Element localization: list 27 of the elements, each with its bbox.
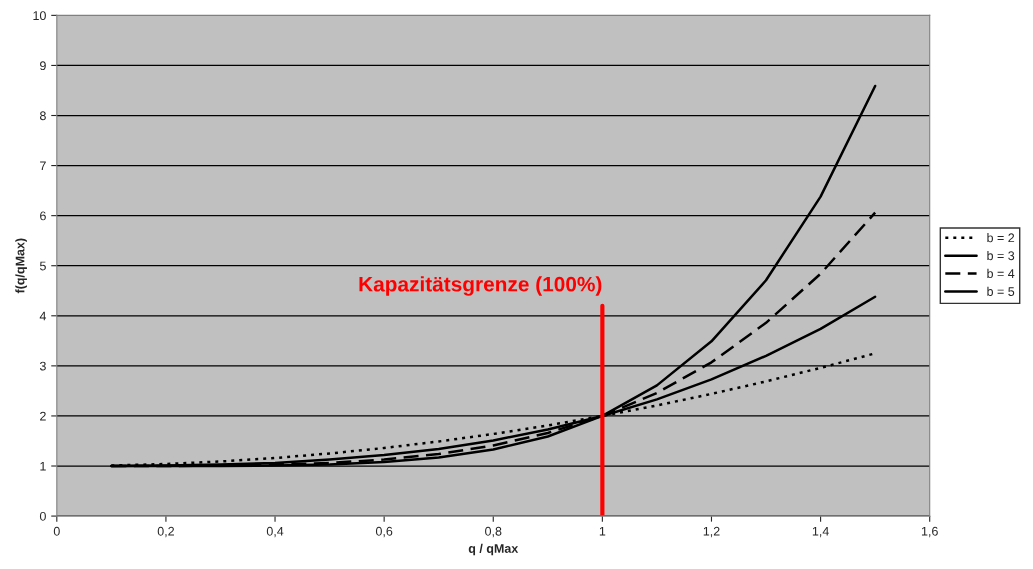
legend-label: b = 4 bbox=[987, 268, 1015, 279]
y-tick-label: 9 bbox=[40, 61, 46, 71]
x-tick-label: 0,4 bbox=[266, 526, 284, 538]
x-axis-title: q / qMax bbox=[468, 543, 519, 556]
x-tick-label: 1,4 bbox=[812, 526, 829, 538]
y-tick-label: 7 bbox=[40, 161, 46, 171]
y-tick-label: 6 bbox=[40, 211, 46, 221]
x-tick-label: 1 bbox=[599, 526, 606, 536]
y-tick-label: 10 bbox=[33, 11, 46, 21]
x-tick-label: 1,6 bbox=[921, 526, 938, 538]
ref-line-label: Kapazitätsgrenze (100%) bbox=[359, 276, 602, 296]
legend-label: b = 3 bbox=[987, 250, 1015, 261]
x-tick-label: 0,8 bbox=[485, 526, 502, 538]
x-tick-label: 0,6 bbox=[375, 526, 393, 538]
y-tick-label: 1 bbox=[40, 461, 46, 471]
y-tick-label: 8 bbox=[39, 111, 46, 121]
legend-label: b = 2 bbox=[987, 233, 1015, 243]
x-tick-label: 1,2 bbox=[703, 526, 720, 538]
y-tick-label: 2 bbox=[40, 411, 46, 421]
y-tick-label: 5 bbox=[39, 261, 46, 271]
y-tick-label: 3 bbox=[39, 361, 46, 371]
legend-label: b = 5 bbox=[987, 286, 1015, 296]
y-tick-label: 0 bbox=[39, 511, 46, 521]
x-tick-label: 0,2 bbox=[157, 526, 174, 538]
x-tick-label: 0 bbox=[53, 526, 60, 536]
y-tick-label: 4 bbox=[39, 311, 47, 321]
y-axis-title: f(q/qMax) bbox=[15, 238, 27, 294]
